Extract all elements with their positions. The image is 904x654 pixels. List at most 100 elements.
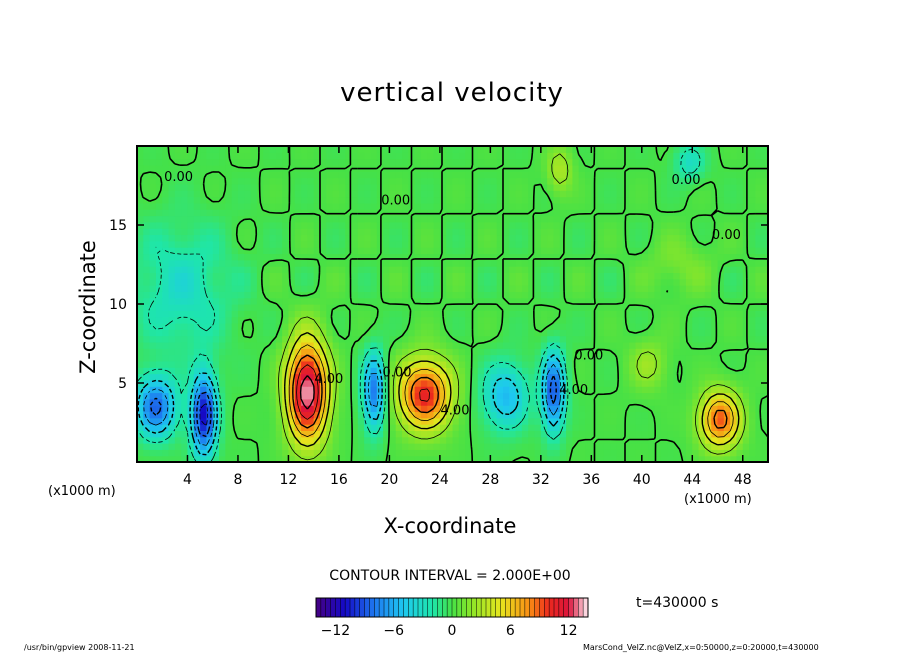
heatmap-cell (465, 392, 473, 400)
heatmap-cell (749, 228, 756, 236)
heatmap-cell (673, 158, 681, 166)
heatmap-cell (616, 430, 624, 438)
heatmap-cell (704, 322, 712, 330)
heatmap-cell (578, 183, 586, 191)
heatmap-cell (301, 398, 308, 406)
heatmap-cell (673, 234, 681, 242)
heatmap-cell (263, 152, 271, 160)
heatmap-cell (301, 247, 308, 255)
heatmap-cell (458, 183, 466, 191)
heatmap-cell (540, 158, 548, 166)
heatmap-cell (389, 348, 397, 356)
heatmap-cell (389, 202, 397, 210)
heatmap-cell (357, 411, 365, 419)
heatmap-cell (446, 436, 454, 444)
heatmap-cell (427, 322, 435, 330)
heatmap-cell (673, 209, 681, 217)
heatmap-cell (458, 322, 466, 330)
heatmap-cell (553, 430, 561, 438)
heatmap-cell (395, 278, 403, 286)
heatmap-cell (200, 285, 208, 292)
heatmap-cell (477, 272, 485, 280)
heatmap-cell (149, 234, 157, 242)
heatmap-cell (502, 329, 510, 337)
heatmap-cell (553, 310, 561, 318)
heatmap-cell (534, 190, 542, 198)
heatmap-cell (383, 316, 390, 324)
heatmap-cell (143, 285, 151, 292)
heatmap-cell (174, 329, 182, 337)
heatmap-cell (174, 190, 182, 198)
heatmap-cell (692, 196, 700, 204)
heatmap-cell (338, 190, 346, 198)
heatmap-cell (648, 386, 656, 394)
heatmap-cell (307, 417, 315, 425)
heatmap-cell (616, 316, 624, 324)
heatmap-cell (307, 379, 315, 387)
heatmap-cell (174, 341, 182, 349)
heatmap-cell (383, 348, 390, 356)
heatmap-cell (616, 215, 624, 223)
heatmap-cell (521, 177, 529, 185)
heatmap-cell (206, 430, 214, 438)
heatmap-cell (622, 455, 630, 462)
heatmap-cell (206, 259, 214, 267)
heatmap-cell (275, 183, 283, 191)
heatmap-cell (275, 316, 283, 324)
heatmap-cell (502, 430, 510, 438)
heatmap-cell (692, 272, 700, 280)
heatmap-cell (338, 247, 346, 255)
heatmap-cell (515, 177, 523, 185)
heatmap-cell (212, 291, 220, 299)
heatmap-cell (559, 202, 567, 210)
heatmap-cell (420, 278, 428, 286)
heatmap-cell (187, 405, 195, 413)
heatmap-cell (553, 335, 561, 343)
heatmap-cell (711, 367, 719, 375)
heatmap-cell (585, 310, 592, 318)
heatmap-cell (263, 240, 271, 248)
heatmap-cell (389, 171, 397, 179)
heatmap-cell (219, 360, 226, 368)
heatmap-cell (755, 411, 763, 419)
heatmap-cell (237, 247, 245, 255)
heatmap-cell (585, 379, 592, 387)
heatmap-cell (282, 455, 290, 462)
heatmap-cell (370, 183, 378, 191)
heatmap-cell (477, 436, 485, 444)
heatmap-cell (370, 455, 378, 462)
heatmap-cell (294, 417, 302, 425)
heatmap-cell (591, 253, 599, 261)
heatmap-cell (420, 360, 428, 368)
heatmap-cell (149, 335, 157, 343)
heatmap-cell (667, 190, 674, 198)
heatmap-cell (250, 278, 258, 286)
heatmap-cell (181, 164, 189, 172)
heatmap-cell (326, 259, 334, 267)
heatmap-cell (660, 247, 668, 255)
heatmap-cell (597, 285, 605, 292)
heatmap-cell (250, 316, 258, 324)
heatmap-cell (212, 348, 220, 356)
heatmap-cell (585, 354, 592, 362)
heatmap-cell (603, 272, 611, 280)
heatmap-cell (749, 436, 756, 444)
heatmap-cell (603, 177, 611, 185)
heatmap-cell (219, 367, 226, 375)
heatmap-cell (162, 209, 170, 217)
heatmap-cell (465, 171, 473, 179)
heatmap-cell (761, 373, 768, 381)
heatmap-cell (326, 152, 334, 160)
heatmap-cell (616, 379, 624, 387)
heatmap-cell (749, 266, 756, 273)
heatmap-cell (673, 215, 681, 223)
heatmap-cell (269, 297, 277, 305)
heatmap-cell (559, 228, 567, 236)
heatmap-cell (149, 146, 157, 153)
heatmap-cell (704, 266, 712, 273)
heatmap-cell (509, 259, 517, 267)
heatmap-cell (307, 272, 315, 280)
heatmap-cell (730, 360, 738, 368)
heatmap-cell (616, 171, 624, 179)
heatmap-cell (660, 272, 668, 280)
